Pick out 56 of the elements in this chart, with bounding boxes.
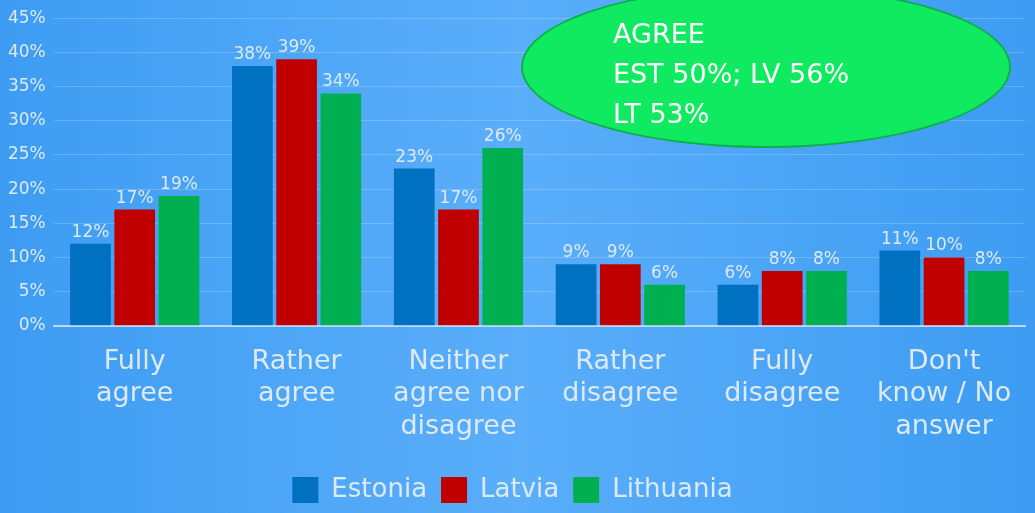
bar — [158, 195, 200, 326]
text: 26% — [483, 125, 522, 145]
text: 8% — [974, 248, 1002, 269]
bar — [717, 284, 759, 326]
text: 23% — [395, 145, 434, 166]
y-tick-label: 15% — [7, 211, 46, 232]
y-tick-label: 0% — [18, 314, 46, 335]
text: 9% — [606, 241, 634, 262]
x-tick-label: Fully disagree — [724, 344, 841, 408]
y-tick-label: 40% — [7, 40, 46, 61]
x-tick-label: Rather agree — [251, 344, 343, 408]
legend-label: Estonia — [331, 472, 428, 503]
text: 8% — [812, 248, 840, 269]
text: 17% — [439, 186, 478, 207]
text: 6% — [724, 261, 752, 282]
x-tick-label: Fully agree — [96, 344, 174, 408]
annotation: AGREE EST 50%; LV 56% LT 53% — [613, 17, 850, 131]
y-tick-label: 35% — [7, 74, 46, 95]
y-tick-label: 30% — [7, 109, 46, 130]
bar — [806, 271, 847, 326]
y-tick-label: 25% — [7, 143, 46, 164]
bar — [879, 250, 921, 326]
bar — [923, 257, 965, 326]
bar — [967, 271, 1009, 326]
y-tick-label: 20% — [7, 177, 46, 198]
text: 6% — [651, 261, 679, 282]
text: 12% — [71, 220, 110, 241]
bar — [761, 271, 803, 326]
x-tick-label: Don't know / No answer — [876, 344, 1012, 440]
bar — [438, 209, 479, 326]
y-tick-label: 10% — [7, 245, 46, 266]
y-tick-label: 45% — [7, 6, 46, 27]
text: 9% — [562, 241, 590, 262]
x-tick-label: Rather disagree — [562, 344, 679, 408]
bar — [114, 209, 156, 326]
bar — [599, 264, 641, 326]
bar — [644, 284, 685, 326]
legend-label: Latvia — [480, 472, 560, 503]
bar — [482, 148, 524, 326]
legend-label: Lithuania — [612, 472, 733, 503]
bar — [393, 168, 435, 326]
text: 39% — [277, 36, 316, 57]
text: 10% — [925, 234, 963, 255]
text: 38% — [233, 42, 272, 63]
bar — [320, 93, 362, 326]
text: 8% — [768, 248, 796, 269]
bar — [70, 243, 111, 326]
bar — [555, 264, 597, 326]
bar — [276, 59, 317, 326]
x-tick-label: Neither agree nor disagree — [393, 344, 525, 440]
y-tick-label: 5% — [18, 280, 46, 301]
text: 19% — [160, 172, 198, 193]
text: 11% — [880, 227, 919, 248]
text: 34% — [321, 70, 360, 91]
bar — [231, 66, 273, 326]
text: 17% — [115, 186, 154, 207]
